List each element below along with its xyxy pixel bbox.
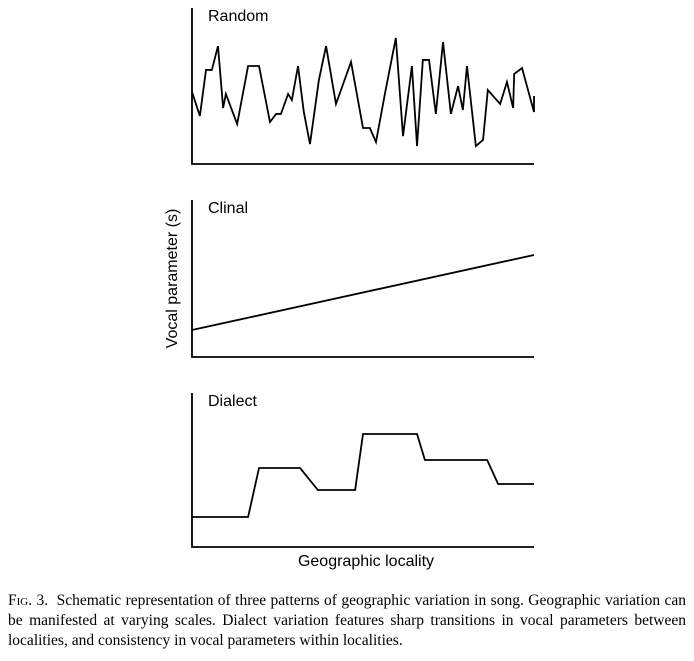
caption-label: Fig. 3. xyxy=(8,592,49,609)
data-line xyxy=(191,254,535,331)
panel-title: Clinal xyxy=(208,200,248,217)
caption-text: Schematic representation of three patter… xyxy=(8,592,687,649)
panel-title: Random xyxy=(208,8,268,25)
data-line xyxy=(191,37,535,148)
data-line xyxy=(192,433,534,518)
x-axis-label: Geographic locality xyxy=(298,553,434,570)
panel-title: Dialect xyxy=(208,393,257,410)
axes xyxy=(191,393,534,548)
axes xyxy=(191,8,534,165)
caption: Fig. 3. Schematic representation of thre… xyxy=(8,591,686,651)
figure: Random Clinal Vocal parameter (s) Dialect Ge… xyxy=(164,8,535,570)
y-axis-label: Vocal parameter (s) xyxy=(164,209,181,349)
axes xyxy=(191,200,534,358)
